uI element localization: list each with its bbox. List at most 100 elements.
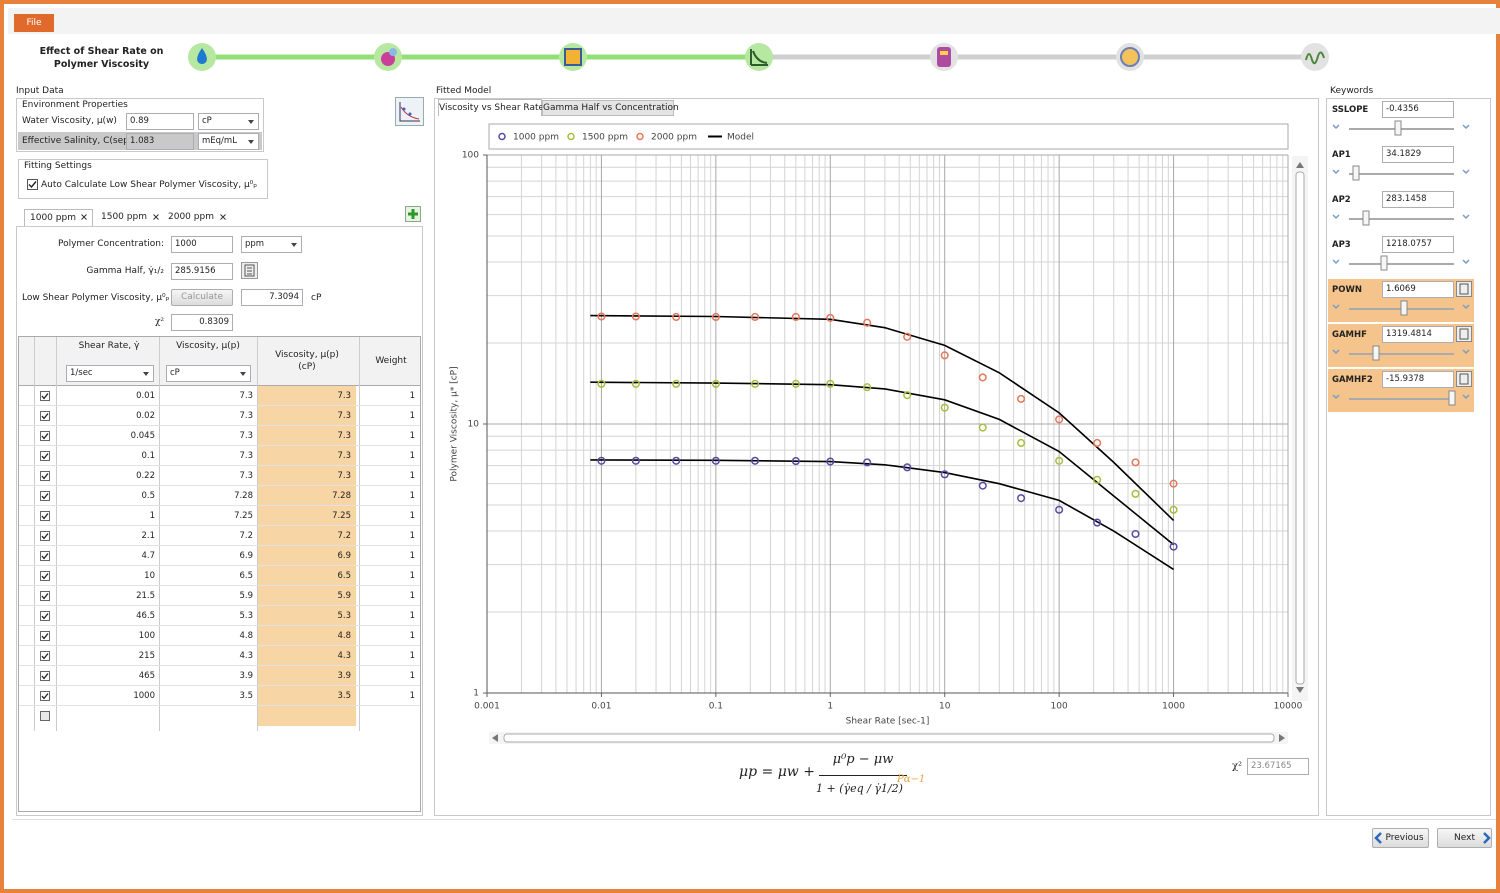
table-cell[interactable]: 7.2 [239,531,253,541]
close-tab[interactable] [220,214,226,220]
checkbox[interactable] [40,491,50,501]
slider[interactable] [1330,345,1474,361]
step[interactable] [1116,43,1144,71]
tab-active[interactable]: Viscosity vs Shear Rate [438,99,544,116]
table-cell[interactable]: 3.5 [239,691,253,701]
table-cell[interactable]: 1 [409,491,415,501]
text-input[interactable]: 7.3094 [241,289,303,306]
table-cell[interactable]: 215 [138,651,155,661]
checkbox[interactable] [40,631,50,641]
checkbox[interactable] [40,531,50,541]
table-cell[interactable]: 7.3 [239,411,253,421]
unit-select[interactable]: 1/sec [66,365,154,382]
table-cell[interactable]: 0.22 [136,471,155,481]
table-cell[interactable]: 1 [409,391,415,401]
checkbox[interactable] [40,591,50,601]
checkbox[interactable] [40,671,50,681]
checkbox[interactable] [40,651,50,661]
step[interactable] [374,43,402,71]
table-cell[interactable]: 1 [409,671,415,681]
unit-select[interactable]: ppm [241,236,302,253]
text-input[interactable]: 0.8309 [171,314,233,331]
tab[interactable]: 1500 ppm [101,212,147,222]
checkbox[interactable] [40,571,50,581]
table-cell[interactable]: 1 [409,451,415,461]
table-cell[interactable]: 6.5 [239,571,253,581]
table-cell[interactable]: 4.3 [239,651,253,661]
checkbox[interactable] [40,691,50,701]
slider[interactable] [1330,300,1474,316]
slider[interactable] [1330,210,1474,226]
table-cell[interactable]: 1 [409,551,415,561]
tab-active[interactable]: 1000 ppm [24,209,93,226]
table-cell[interactable]: 1000 [133,691,155,701]
checkbox[interactable] [40,711,50,721]
table-cell[interactable]: 7.25 [234,511,253,521]
checkbox[interactable] [40,391,50,401]
scroll-thumb[interactable] [1295,171,1305,685]
table-cell[interactable]: 1 [409,651,415,661]
add-tab-button[interactable] [405,206,421,222]
table-cell[interactable]: 5.3 [239,611,253,621]
checkbox[interactable] [40,511,50,521]
checkbox[interactable] [27,179,38,190]
file-menu[interactable]: File [14,14,54,32]
checkbox[interactable] [40,411,50,421]
step[interactable] [1301,43,1329,71]
text-input[interactable]: 1.083 [126,133,194,150]
table-cell[interactable]: 46.5 [136,611,155,621]
text-input[interactable]: 0.89 [126,113,194,130]
unit-select[interactable]: mEq/mL [198,133,259,150]
calculate-button[interactable]: Calculate [171,289,233,306]
keyword-value[interactable]: 1218.0757 [1382,236,1454,253]
keyword-value[interactable]: 283.1458 [1382,191,1454,208]
table-cell[interactable]: 4.7 [141,551,155,561]
table-cell[interactable]: 0.045 [130,431,155,441]
step[interactable] [188,43,216,71]
previous-button[interactable]: Previous [1372,828,1429,848]
checkbox[interactable] [40,451,50,461]
table-cell[interactable]: 100 [138,631,155,641]
table-cell[interactable]: 1 [409,611,415,621]
table-cell[interactable]: 21.5 [136,591,155,601]
next-button[interactable]: Next [1437,828,1492,848]
table-cell[interactable]: 7.3 [239,471,253,481]
lock-button[interactable] [1456,281,1472,297]
checkbox[interactable] [40,611,50,621]
table-cell[interactable]: 1 [409,411,415,421]
slider[interactable] [1330,120,1474,136]
table-cell[interactable]: 1 [409,571,415,581]
slider[interactable] [1330,255,1474,271]
keyword-value[interactable]: -15.9378 [1382,371,1454,388]
checkbox[interactable] [40,431,50,441]
table-cell[interactable]: 1 [409,591,415,601]
tab[interactable]: Gamma Half vs Concentration [542,100,679,116]
table-cell[interactable]: 10 [144,571,155,581]
lock-button[interactable] [1456,326,1472,342]
table-cell[interactable]: 7.3 [239,391,253,401]
text-input[interactable]: 285.9156 [171,263,233,280]
table-cell[interactable]: 6.9 [239,551,253,561]
slider[interactable] [1330,165,1474,181]
keyword-value[interactable]: 1.6069 [1382,281,1454,298]
checkbox[interactable] [40,551,50,561]
table-cell[interactable]: 1 [149,511,155,521]
table-cell[interactable]: 0.02 [136,411,155,421]
calc-button[interactable] [241,262,258,279]
text-input[interactable]: 23.67165 [1247,758,1309,775]
keyword-value[interactable]: 1319.4814 [1382,326,1454,343]
checkbox[interactable] [40,471,50,481]
tab[interactable]: 2000 ppm [168,212,214,222]
table-cell[interactable]: 0.1 [141,451,155,461]
table-cell[interactable]: 7.3 [239,451,253,461]
scroll-thumb[interactable] [503,733,1275,743]
plot-button[interactable] [395,97,424,126]
table-cell[interactable]: 1 [409,431,415,441]
text-input[interactable]: 1000 [171,236,233,253]
table-cell[interactable]: 3.9 [239,671,253,681]
table-cell[interactable]: 1 [409,631,415,641]
table-cell[interactable]: 7.3 [239,431,253,441]
table-cell[interactable]: 1 [409,471,415,481]
step[interactable] [559,43,587,71]
lock-button[interactable] [1456,371,1472,387]
